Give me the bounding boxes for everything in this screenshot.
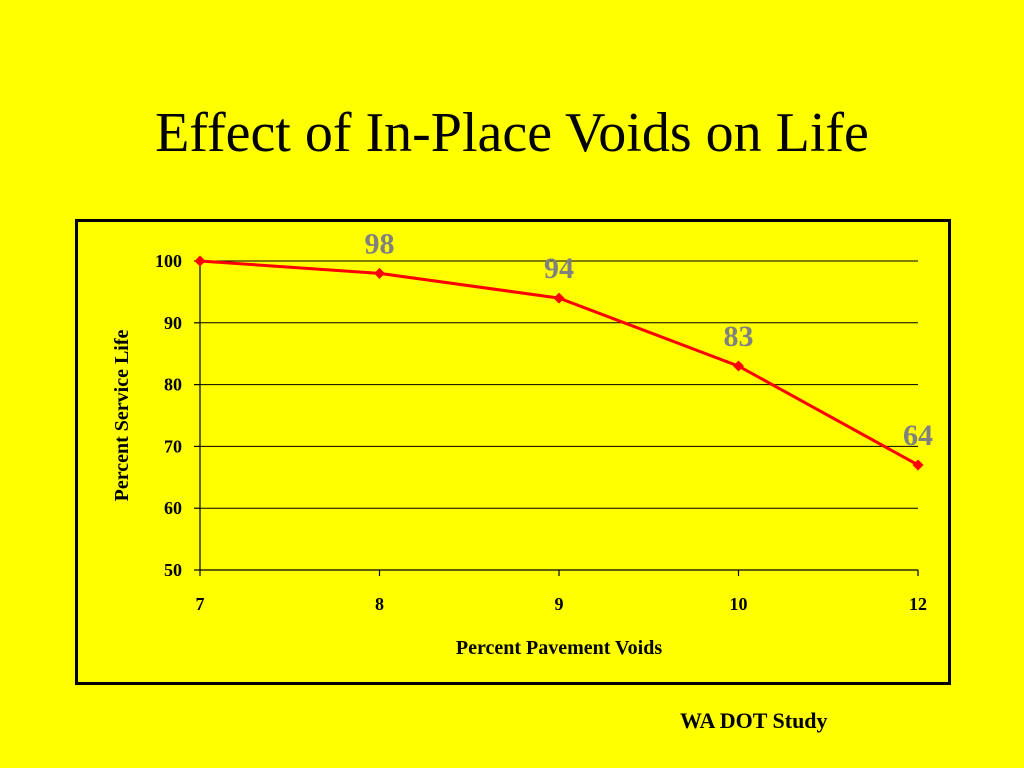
data-label: 64 bbox=[903, 419, 933, 452]
chart-frame: 50 60 70 80 90 100 7 8 9 10 12 Percent Pavement Voi… bbox=[75, 219, 951, 685]
x-tick-label: 12 bbox=[909, 594, 927, 614]
y-tick-label: 60 bbox=[164, 498, 182, 518]
line-chart: 50 60 70 80 90 100 7 8 9 10 12 Percent Pavement Voi… bbox=[111, 227, 933, 659]
y-tick-label: 70 bbox=[164, 436, 182, 456]
data-label: 94 bbox=[544, 252, 574, 285]
y-tick-label: 90 bbox=[164, 313, 182, 333]
data-label: 83 bbox=[724, 320, 754, 353]
slide-title: Effect of In-Place Voids on Life bbox=[155, 102, 869, 164]
data-point-marker bbox=[733, 360, 744, 372]
x-tick-label: 9 bbox=[555, 594, 564, 614]
data-point-marker bbox=[374, 267, 385, 279]
data-point-marker bbox=[912, 459, 924, 471]
y-tick-label: 100 bbox=[155, 251, 182, 271]
x-axis-title: Percent Pavement Voids bbox=[456, 637, 662, 659]
y-tick-label: 80 bbox=[164, 375, 182, 395]
y-tick-label: 50 bbox=[164, 560, 182, 580]
y-axis-title: Percent Service Life bbox=[111, 330, 133, 502]
x-tick-label: 10 bbox=[730, 594, 748, 614]
x-tick-label: 7 bbox=[196, 594, 205, 614]
source-note: WA DOT Study bbox=[680, 708, 828, 733]
series-line bbox=[199, 259, 919, 467]
data-point-marker bbox=[194, 255, 206, 267]
data-point-marker bbox=[553, 292, 565, 304]
x-tick-label: 8 bbox=[375, 594, 384, 614]
data-label: 98 bbox=[365, 227, 395, 260]
